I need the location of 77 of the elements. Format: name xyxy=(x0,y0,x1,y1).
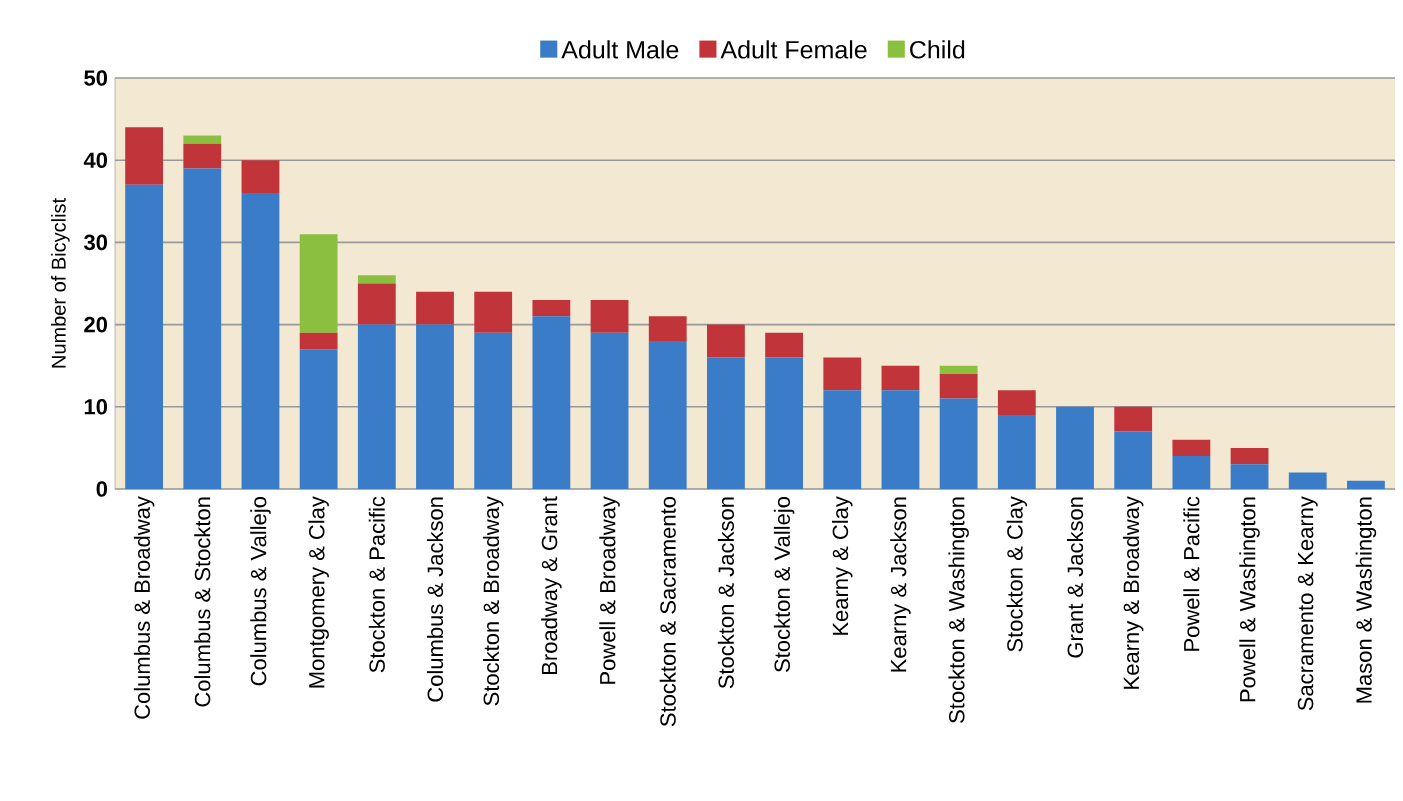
bar xyxy=(1114,431,1153,489)
bar xyxy=(997,390,1036,416)
bar xyxy=(183,143,222,169)
x-tick-label: Columbus & Broadway xyxy=(133,496,155,719)
bar xyxy=(648,316,687,342)
bar xyxy=(532,299,571,317)
x-tick-label: Stockton & Washington xyxy=(948,497,969,723)
bar xyxy=(881,390,920,489)
bar xyxy=(997,415,1036,489)
bar xyxy=(183,135,222,144)
bar xyxy=(1172,456,1211,489)
bar xyxy=(357,283,396,325)
bar xyxy=(299,332,338,350)
bar xyxy=(707,357,745,489)
bar xyxy=(357,275,396,284)
x-tick-label: Stockton & Broadway xyxy=(482,496,504,706)
x-tick-label: Broadway & Grant xyxy=(541,496,562,674)
x-tick-label: Columbus & Vallejo xyxy=(250,497,271,686)
bar xyxy=(765,332,804,358)
bar xyxy=(183,168,222,489)
x-tick-label: Stockton & Jackson xyxy=(717,497,734,689)
x-tick-label: Montgomery & Clay xyxy=(308,496,329,688)
legend-label: Adult Male xyxy=(561,40,679,59)
bar xyxy=(1230,447,1269,465)
bar xyxy=(1288,472,1327,489)
bar xyxy=(765,357,804,489)
bar xyxy=(823,390,862,489)
x-tick-label: Columbus & Stockton xyxy=(194,497,211,707)
bar xyxy=(474,332,513,489)
legend-label: Child xyxy=(910,40,965,59)
x-tick-label: Powell & Broadway xyxy=(599,496,620,684)
bar xyxy=(299,349,338,489)
bar xyxy=(1172,439,1211,457)
bar xyxy=(416,291,454,325)
bar xyxy=(1230,464,1269,489)
bar xyxy=(1347,480,1385,489)
bar xyxy=(939,365,978,374)
y-tick-label: 40 xyxy=(83,152,108,168)
bar xyxy=(474,291,513,333)
x-tick-label: Stockton & Vallejo xyxy=(773,497,795,672)
x-tick-label: Stockton & Pacific xyxy=(368,496,385,673)
x-tick-label: Stockton & Clay xyxy=(1006,496,1028,652)
y-tick-label: 50 xyxy=(84,70,108,86)
bar xyxy=(241,193,280,489)
x-tick-label: Powell & Pacific xyxy=(1183,496,1200,651)
bar xyxy=(532,316,571,489)
x-tick-label: Kearny & Jackson xyxy=(890,497,911,672)
x-tick-label: Stockton & Sacramento xyxy=(659,497,676,727)
x-tick-label: Mason & Washington xyxy=(1355,497,1377,703)
bar xyxy=(1114,406,1153,432)
x-tick-label: Kearny & Broadway xyxy=(1122,496,1144,689)
bar xyxy=(1056,406,1094,489)
bar xyxy=(357,324,396,489)
bar xyxy=(881,365,920,391)
x-tick-label: Grant & Jackson xyxy=(1066,497,1084,658)
x-tick-label: Kearny & Clay xyxy=(832,496,853,635)
bar xyxy=(125,127,163,185)
bar xyxy=(590,332,629,489)
y-tick-label: 0 xyxy=(96,481,108,497)
bar xyxy=(707,324,745,358)
bar xyxy=(125,184,163,489)
bar xyxy=(416,324,454,489)
y-tick-label: 30 xyxy=(83,234,108,251)
legend-label: Adult Female xyxy=(720,40,867,59)
y-tick-label: 10 xyxy=(84,399,108,415)
bar xyxy=(939,373,978,399)
bar xyxy=(648,341,687,489)
bar xyxy=(299,234,338,333)
bar xyxy=(590,299,629,333)
y-axis-title: Number of Bicyclist xyxy=(51,198,70,368)
x-tick-label: Columbus & Jackson xyxy=(426,497,444,702)
bar xyxy=(241,160,280,194)
bar xyxy=(939,398,978,489)
x-tick-label: Powell & Washington xyxy=(1239,497,1260,702)
bar xyxy=(823,357,862,391)
y-tick-label: 20 xyxy=(84,316,108,333)
x-tick-label: Sacramento & Kearny xyxy=(1297,496,1318,711)
